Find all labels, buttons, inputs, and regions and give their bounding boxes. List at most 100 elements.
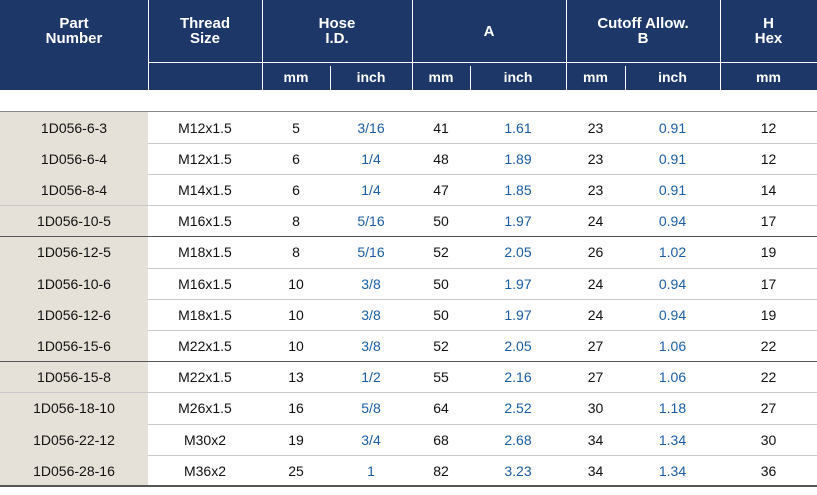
table-cell: 52 — [433, 244, 449, 261]
table-cell: 27 — [587, 337, 604, 354]
table-cell: 30 — [760, 431, 777, 448]
table-cell: M12x1.5 — [178, 150, 232, 167]
table-cell: 1.97 — [504, 275, 532, 292]
table-cell: 47 — [433, 181, 449, 198]
header-cell: Cutoff Allow. B — [566, 0, 720, 62]
table-cell: 2.16 — [504, 369, 532, 386]
table-cell: M36x2 — [183, 462, 227, 479]
table-cell: M16x1.5 — [178, 213, 232, 230]
table-cell: 26 — [587, 244, 604, 261]
table-cell: 22 — [760, 369, 777, 386]
table-cell: 1D056-22-12 — [0, 424, 148, 456]
table-cell: 19 — [760, 306, 777, 323]
header-bar — [0, 0, 817, 90]
unit-divider — [330, 66, 331, 90]
table-cell: 17 — [760, 275, 777, 292]
table-cell: 1D056-10-5 — [0, 205, 148, 237]
table-cell: M16x1.5 — [178, 275, 232, 292]
table-cell: 13 — [288, 369, 304, 386]
unit-cell: inch — [503, 68, 533, 85]
row-rule — [0, 423, 817, 425]
table-cell: 3/8 — [361, 306, 381, 323]
table-cell: 5/8 — [361, 400, 381, 417]
table-cell: 5/16 — [357, 244, 385, 261]
table-cell: 8 — [292, 213, 300, 230]
table-cell: 36 — [760, 462, 777, 479]
table-cell: 3.23 — [504, 462, 532, 479]
header-text: A — [483, 22, 495, 40]
group-rule — [0, 360, 817, 363]
table-cell: 1 — [367, 462, 375, 479]
header-cell: Thread Size — [148, 0, 262, 62]
table-cell: M26x1.5 — [178, 400, 232, 417]
group-rule — [0, 235, 817, 238]
header-text: Number — [45, 30, 103, 47]
header-text: H — [763, 15, 774, 32]
header-text: Part — [59, 15, 89, 32]
table-cell: 82 — [433, 462, 449, 479]
row-rule — [0, 454, 817, 456]
table-cell: 0.94 — [658, 306, 687, 323]
table-cell: M14x1.5 — [178, 181, 232, 198]
header-divider — [720, 0, 721, 90]
unit-cell: mm — [583, 68, 608, 85]
header-text: Size — [189, 30, 220, 47]
table-cell: M18x1.5 — [178, 306, 232, 323]
table-cell: 1.97 — [504, 306, 532, 323]
table-cell: 3/4 — [361, 431, 381, 448]
unit-cell: inch — [356, 68, 386, 85]
table-cell: 0.91 — [658, 181, 687, 198]
table-cell: 3/16 — [357, 119, 385, 136]
table-cell: 0.91 — [658, 119, 687, 136]
table-cell: 1/2 — [361, 369, 381, 386]
table-cell: 25 — [288, 462, 304, 479]
table-cell: 30 — [587, 400, 604, 417]
table-cell: 1D056-10-6 — [0, 268, 148, 300]
table-cell: 16 — [288, 400, 304, 417]
header-cell: Hose I.D. — [262, 0, 412, 62]
table-cell: 6 — [292, 150, 300, 167]
table-cell: 1D056-15-8 — [0, 361, 148, 393]
row-rule — [0, 142, 817, 144]
header-text: B — [637, 30, 649, 47]
table-cell: M22x1.5 — [178, 337, 232, 354]
table-cell: 0.94 — [658, 275, 687, 292]
table-cell: 52 — [433, 337, 449, 354]
table-cell: 10 — [288, 337, 304, 354]
table-cell: 19 — [760, 244, 777, 261]
table-cell: M22x1.5 — [178, 369, 232, 386]
table-cell: 27 — [760, 400, 777, 417]
table-cell: 23 — [587, 181, 604, 198]
table-cell: 55 — [433, 369, 449, 386]
unit-divider — [625, 66, 626, 90]
table-cell: 1.18 — [658, 400, 687, 417]
table-cell: 8 — [292, 244, 300, 261]
table-cell: M18x1.5 — [178, 244, 232, 261]
table-cell: 1D056-12-6 — [0, 299, 148, 331]
unit-cell: mm — [428, 68, 454, 85]
table-cell: 1.97 — [504, 213, 532, 230]
table-cell: 3/8 — [361, 337, 381, 354]
unit-cell: inch — [658, 68, 687, 85]
table-cell: 34 — [587, 431, 604, 448]
table-cell: 1/4 — [361, 150, 381, 167]
table-cell: 23 — [587, 150, 604, 167]
table-cell: 2.05 — [504, 244, 532, 261]
unit-cell: mm — [756, 68, 781, 85]
row-rule — [0, 267, 817, 269]
table-cell: 64 — [433, 400, 449, 417]
table-cell: 2.52 — [504, 400, 532, 417]
table-cell: 1.61 — [504, 119, 532, 136]
table-cell: 1.06 — [658, 369, 687, 386]
row-rule — [0, 329, 817, 331]
header-divider — [412, 0, 413, 90]
table-cell: M12x1.5 — [178, 119, 232, 136]
table-cell: 1.34 — [658, 431, 687, 448]
table-cell: 24 — [587, 213, 604, 230]
table-cell: 1D056-6-4 — [0, 143, 148, 175]
table-cell: 50 — [433, 275, 449, 292]
header-cell: Part Number — [0, 0, 148, 62]
header-text: Cutoff Allow. — [597, 15, 689, 32]
row-rule — [0, 392, 817, 394]
